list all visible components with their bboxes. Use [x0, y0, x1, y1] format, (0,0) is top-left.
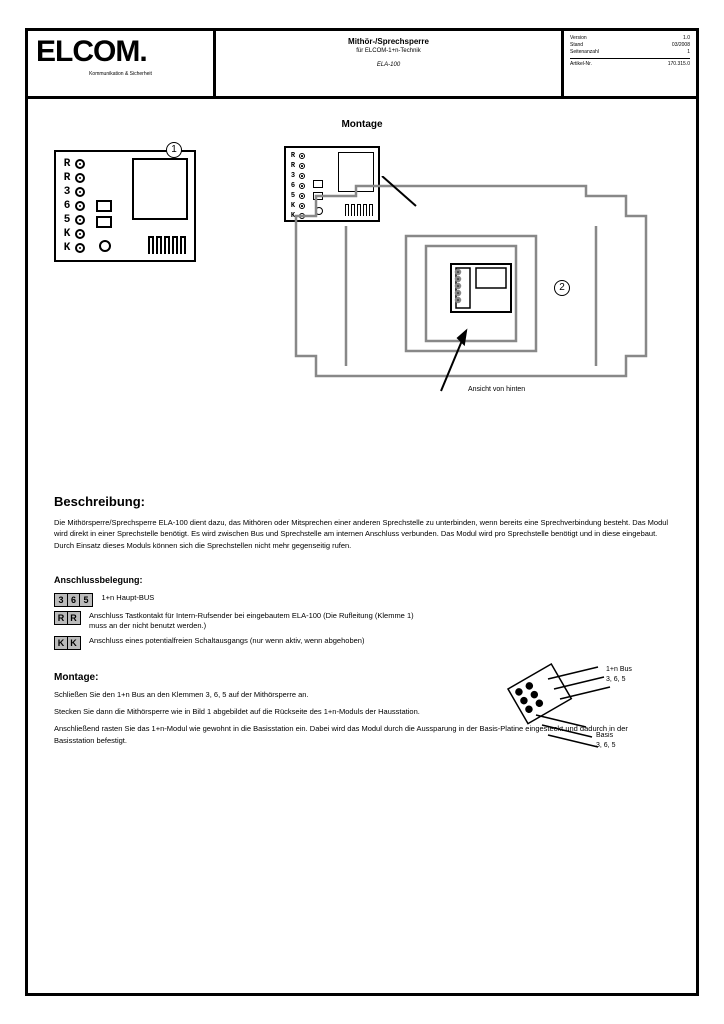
meta-cell: Version 1.0 Stand 03/2008 Seitenanzahl 1 Ar…: [564, 31, 696, 96]
module-diagram-large: R R 3 6 5 K K: [54, 150, 196, 262]
terminal-block: R R 3 6 5 K K: [61, 157, 85, 255]
bus-label: 1+n Bus: [606, 666, 632, 673]
title-cell: Mithör-/Sprechsperre für ELCOM-1+n-Techn…: [216, 31, 564, 96]
housing-diagram: 2 Ansicht von hinten: [286, 176, 656, 406]
connection-row: 365 1+n Haupt-BUS: [54, 593, 670, 607]
svg-text:3, 6, 5: 3, 6, 5: [606, 676, 626, 683]
connector-pins: [148, 236, 186, 254]
view-note: Ansicht von hinten: [468, 386, 528, 393]
terminal-badge: KK: [54, 636, 79, 650]
svg-text:3, 6, 5: 3, 6, 5: [596, 742, 616, 749]
doc-model: ELA-100: [222, 62, 555, 68]
wiring-diagram: 1+n Bus 3, 6, 5 Basis 3, 6, 5: [478, 659, 668, 769]
document-frame: ELCOM. Kommunikation & Sicherheit Mithör…: [25, 28, 699, 996]
header: ELCOM. Kommunikation & Sicherheit Mithör…: [28, 31, 696, 99]
meta-label: Artikel-Nr.: [570, 61, 592, 68]
connection-text: Anschluss eines potentialfreien Schaltau…: [89, 636, 364, 647]
description-heading: Beschreibung:: [54, 494, 670, 509]
connection-row: RR Anschluss Tastkontakt für Intern-Rufs…: [54, 611, 670, 632]
meta-label: Version: [570, 35, 587, 42]
terminal-badge: 365: [54, 593, 92, 607]
doc-subtitle: für ELCOM-1+n-Technik: [222, 48, 555, 54]
logo-subtitle: Kommunikation & Sicherheit: [36, 71, 205, 77]
doc-title: Mithör-/Sprechsperre: [222, 37, 555, 46]
connections-heading: Anschlussbelegung:: [54, 575, 670, 585]
logo-cell: ELCOM. Kommunikation & Sicherheit: [28, 31, 216, 96]
callout-1: 1: [166, 142, 182, 158]
connection-text: 1+n Haupt-BUS: [102, 593, 155, 604]
connection-row: KK Anschluss eines potentialfreien Schal…: [54, 636, 670, 650]
callout-2: 2: [554, 280, 570, 296]
connections-table: 365 1+n Haupt-BUS RR Anschluss Tastkonta…: [54, 593, 670, 650]
meta-value: 03/2008: [672, 42, 690, 49]
terminal-badge: RR: [54, 611, 79, 625]
logo-text: ELCOM.: [36, 37, 205, 67]
section-title: Montage: [54, 119, 670, 130]
document-body: Montage R R 3 6 5 K K: [28, 99, 696, 993]
meta-value: 1.0: [683, 35, 690, 42]
meta-label: Seitenanzahl: [570, 49, 599, 56]
meta-value: 170.315.0: [668, 61, 690, 68]
connection-text: Anschluss Tastkontakt für Intern-Rufsend…: [89, 611, 429, 632]
description-text: Die Mithörsperre/Sprechsperre ELA-100 di…: [54, 517, 670, 551]
meta-value: 1: [687, 49, 690, 56]
base-label: Basis: [596, 732, 614, 739]
diagram-area: R R 3 6 5 K K R R 3: [54, 144, 670, 434]
meta-label: Stand: [570, 42, 583, 49]
